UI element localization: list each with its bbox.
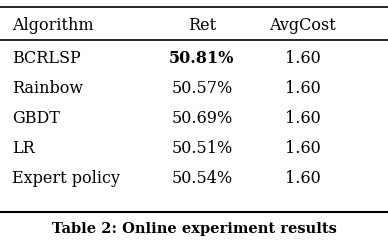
Text: Expert policy: Expert policy bbox=[12, 170, 120, 187]
Text: 50.81%: 50.81% bbox=[169, 50, 234, 67]
Text: GBDT: GBDT bbox=[12, 110, 59, 127]
Text: 50.51%: 50.51% bbox=[171, 140, 232, 157]
Text: 1.60: 1.60 bbox=[285, 140, 320, 157]
Text: AvgCost: AvgCost bbox=[269, 17, 336, 34]
Text: 1.60: 1.60 bbox=[285, 80, 320, 97]
Text: 50.69%: 50.69% bbox=[171, 110, 232, 127]
Text: 1.60: 1.60 bbox=[285, 50, 320, 67]
Text: 50.54%: 50.54% bbox=[171, 170, 232, 187]
Text: 1.60: 1.60 bbox=[285, 110, 320, 127]
Text: Algorithm: Algorithm bbox=[12, 17, 93, 34]
Text: Ret: Ret bbox=[188, 17, 216, 34]
Text: 50.57%: 50.57% bbox=[171, 80, 232, 97]
Text: Rainbow: Rainbow bbox=[12, 80, 83, 97]
Text: BCRLSP: BCRLSP bbox=[12, 50, 80, 67]
Text: LR: LR bbox=[12, 140, 35, 157]
Text: Table 2: Online experiment results: Table 2: Online experiment results bbox=[52, 222, 336, 236]
Text: 1.60: 1.60 bbox=[285, 170, 320, 187]
